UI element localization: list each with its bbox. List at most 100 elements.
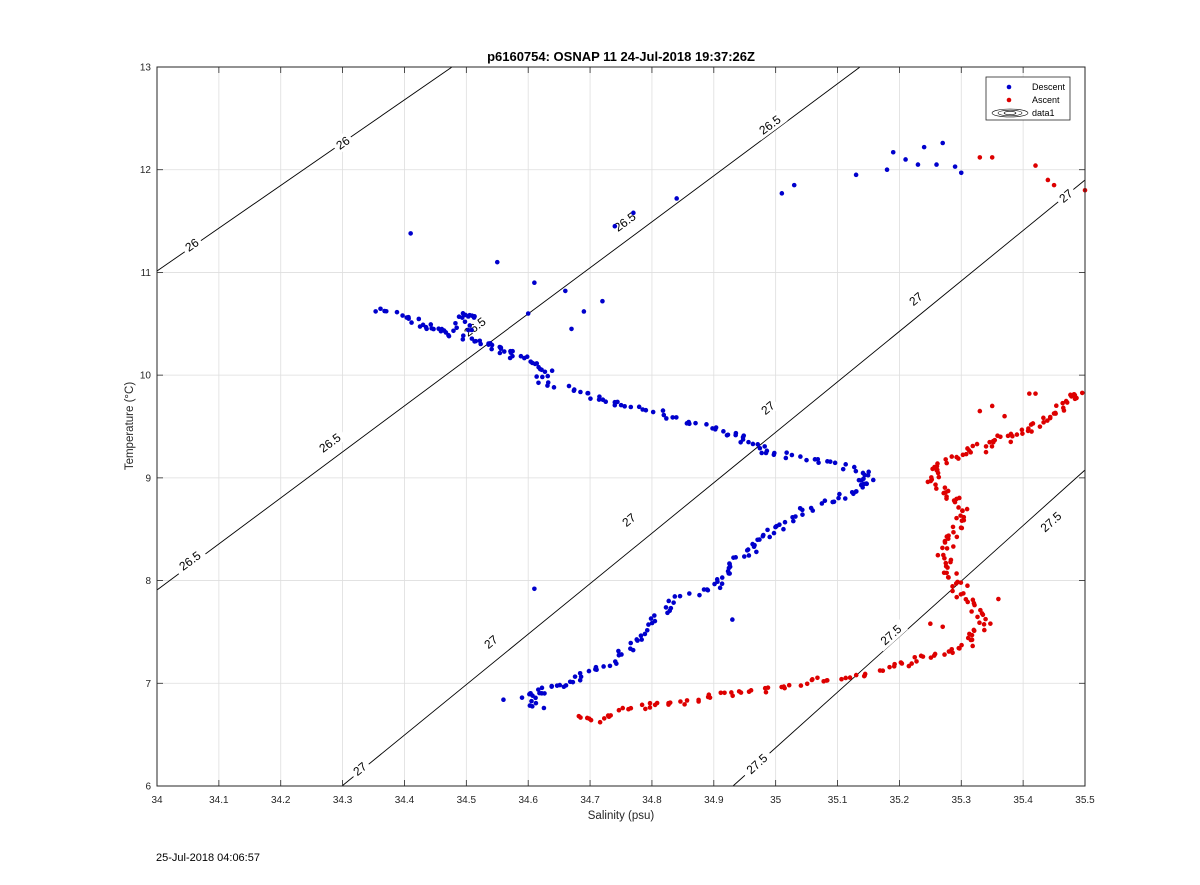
- descent-point: [533, 700, 539, 706]
- ascent-point: [949, 454, 955, 459]
- ascent-point: [706, 692, 712, 698]
- x-tick-label: 35.2: [890, 795, 910, 806]
- descent-point: [713, 427, 718, 432]
- descent-point: [628, 404, 634, 410]
- ascent-point: [920, 654, 926, 659]
- descent-point: [489, 346, 494, 352]
- ascent-point: [839, 676, 844, 682]
- descent-point: [779, 191, 785, 196]
- ascent-point: [1051, 182, 1057, 188]
- ascent-point: [977, 408, 983, 414]
- descent-point: [789, 452, 795, 458]
- contour-label-bg: [311, 426, 348, 459]
- descent-point: [763, 450, 769, 456]
- descent-point: [563, 288, 568, 294]
- ascent-point: [955, 579, 960, 585]
- descent-point: [767, 534, 773, 540]
- descent-point: [755, 442, 761, 447]
- ascent-point: [824, 678, 829, 683]
- legend-contour-icon: [991, 108, 1029, 118]
- contour-label-bg: [739, 746, 775, 781]
- ascent-point: [684, 698, 690, 703]
- ascent-point: [576, 713, 582, 719]
- descent-point: [593, 667, 598, 672]
- ascent-point: [601, 716, 607, 721]
- ascent-point: [935, 461, 940, 466]
- descent-point: [571, 388, 577, 393]
- descent-point: [836, 495, 841, 501]
- ascent-point: [909, 661, 914, 666]
- contour-line-26: [156, 66, 453, 272]
- descent-point: [409, 320, 414, 325]
- descent-point: [827, 459, 833, 464]
- descent-point: [851, 491, 856, 497]
- descent-point: [771, 530, 777, 536]
- ascent-point: [970, 597, 976, 603]
- descent-point: [773, 524, 778, 530]
- descent-point: [686, 419, 692, 425]
- descent-point: [525, 311, 531, 316]
- ascent-point: [1033, 391, 1038, 396]
- descent-point: [501, 349, 507, 354]
- x-tick-label: 34.2: [271, 795, 291, 806]
- ascent-point: [961, 591, 966, 596]
- descent-point: [759, 450, 764, 456]
- y-tick-label: 7: [145, 679, 151, 690]
- descent-point: [890, 149, 896, 155]
- ascent-point: [996, 596, 1001, 602]
- ascent-point: [983, 616, 988, 622]
- descent-point: [765, 527, 770, 533]
- ascent-point: [762, 685, 768, 691]
- x-tick-label: 34: [151, 795, 163, 806]
- ascent-point: [964, 506, 970, 512]
- ascent-point: [963, 451, 969, 457]
- ascent-point: [647, 705, 653, 710]
- ascent-point: [729, 690, 734, 695]
- descent-point: [727, 571, 732, 576]
- ascent-point: [954, 534, 960, 540]
- ascent-point: [954, 454, 959, 460]
- descent-point: [952, 164, 958, 169]
- ascent-point: [736, 689, 742, 694]
- y-axis-label: Temperature (°C): [124, 382, 136, 470]
- contour-label-bg: [873, 617, 909, 652]
- descent-point: [394, 309, 400, 315]
- ascent-point: [1026, 426, 1031, 431]
- descent-point: [572, 674, 578, 679]
- descent-point: [539, 685, 545, 691]
- legend-label-ascent: Ascent: [1032, 95, 1060, 105]
- descent-point: [666, 598, 672, 604]
- descent-point: [561, 684, 567, 690]
- ascent-point: [925, 479, 931, 485]
- ascent-point: [954, 594, 960, 600]
- descent-point: [731, 555, 736, 560]
- descent-point: [566, 383, 572, 389]
- descent-point: [837, 491, 842, 497]
- descent-point: [378, 306, 383, 312]
- x-tick-label: 34.5: [457, 795, 477, 806]
- descent-point: [373, 309, 378, 314]
- descent-point: [612, 402, 618, 408]
- descent-point: [793, 514, 798, 519]
- descent-point: [791, 182, 797, 188]
- ascent-point: [1008, 439, 1014, 445]
- descent-point: [746, 553, 752, 558]
- descent-point: [469, 327, 474, 333]
- descent-point: [508, 350, 514, 356]
- x-tick-label: 34.3: [333, 795, 353, 806]
- descent-point: [665, 610, 670, 616]
- descent-point: [510, 353, 515, 359]
- ascent-point: [936, 474, 942, 480]
- descent-point: [451, 328, 456, 334]
- ascent-point: [914, 659, 919, 664]
- ascent-point: [950, 650, 955, 656]
- descent-point: [819, 501, 825, 506]
- ascent-point: [933, 482, 938, 487]
- contour-line-26-5: [156, 66, 861, 591]
- ascent-point: [970, 643, 975, 649]
- y-tick-label: 6: [145, 782, 151, 793]
- ascent-point: [956, 645, 962, 651]
- ascent-point: [696, 699, 701, 704]
- legend-marker-ascent: [1006, 97, 1012, 103]
- descent-point: [428, 322, 434, 327]
